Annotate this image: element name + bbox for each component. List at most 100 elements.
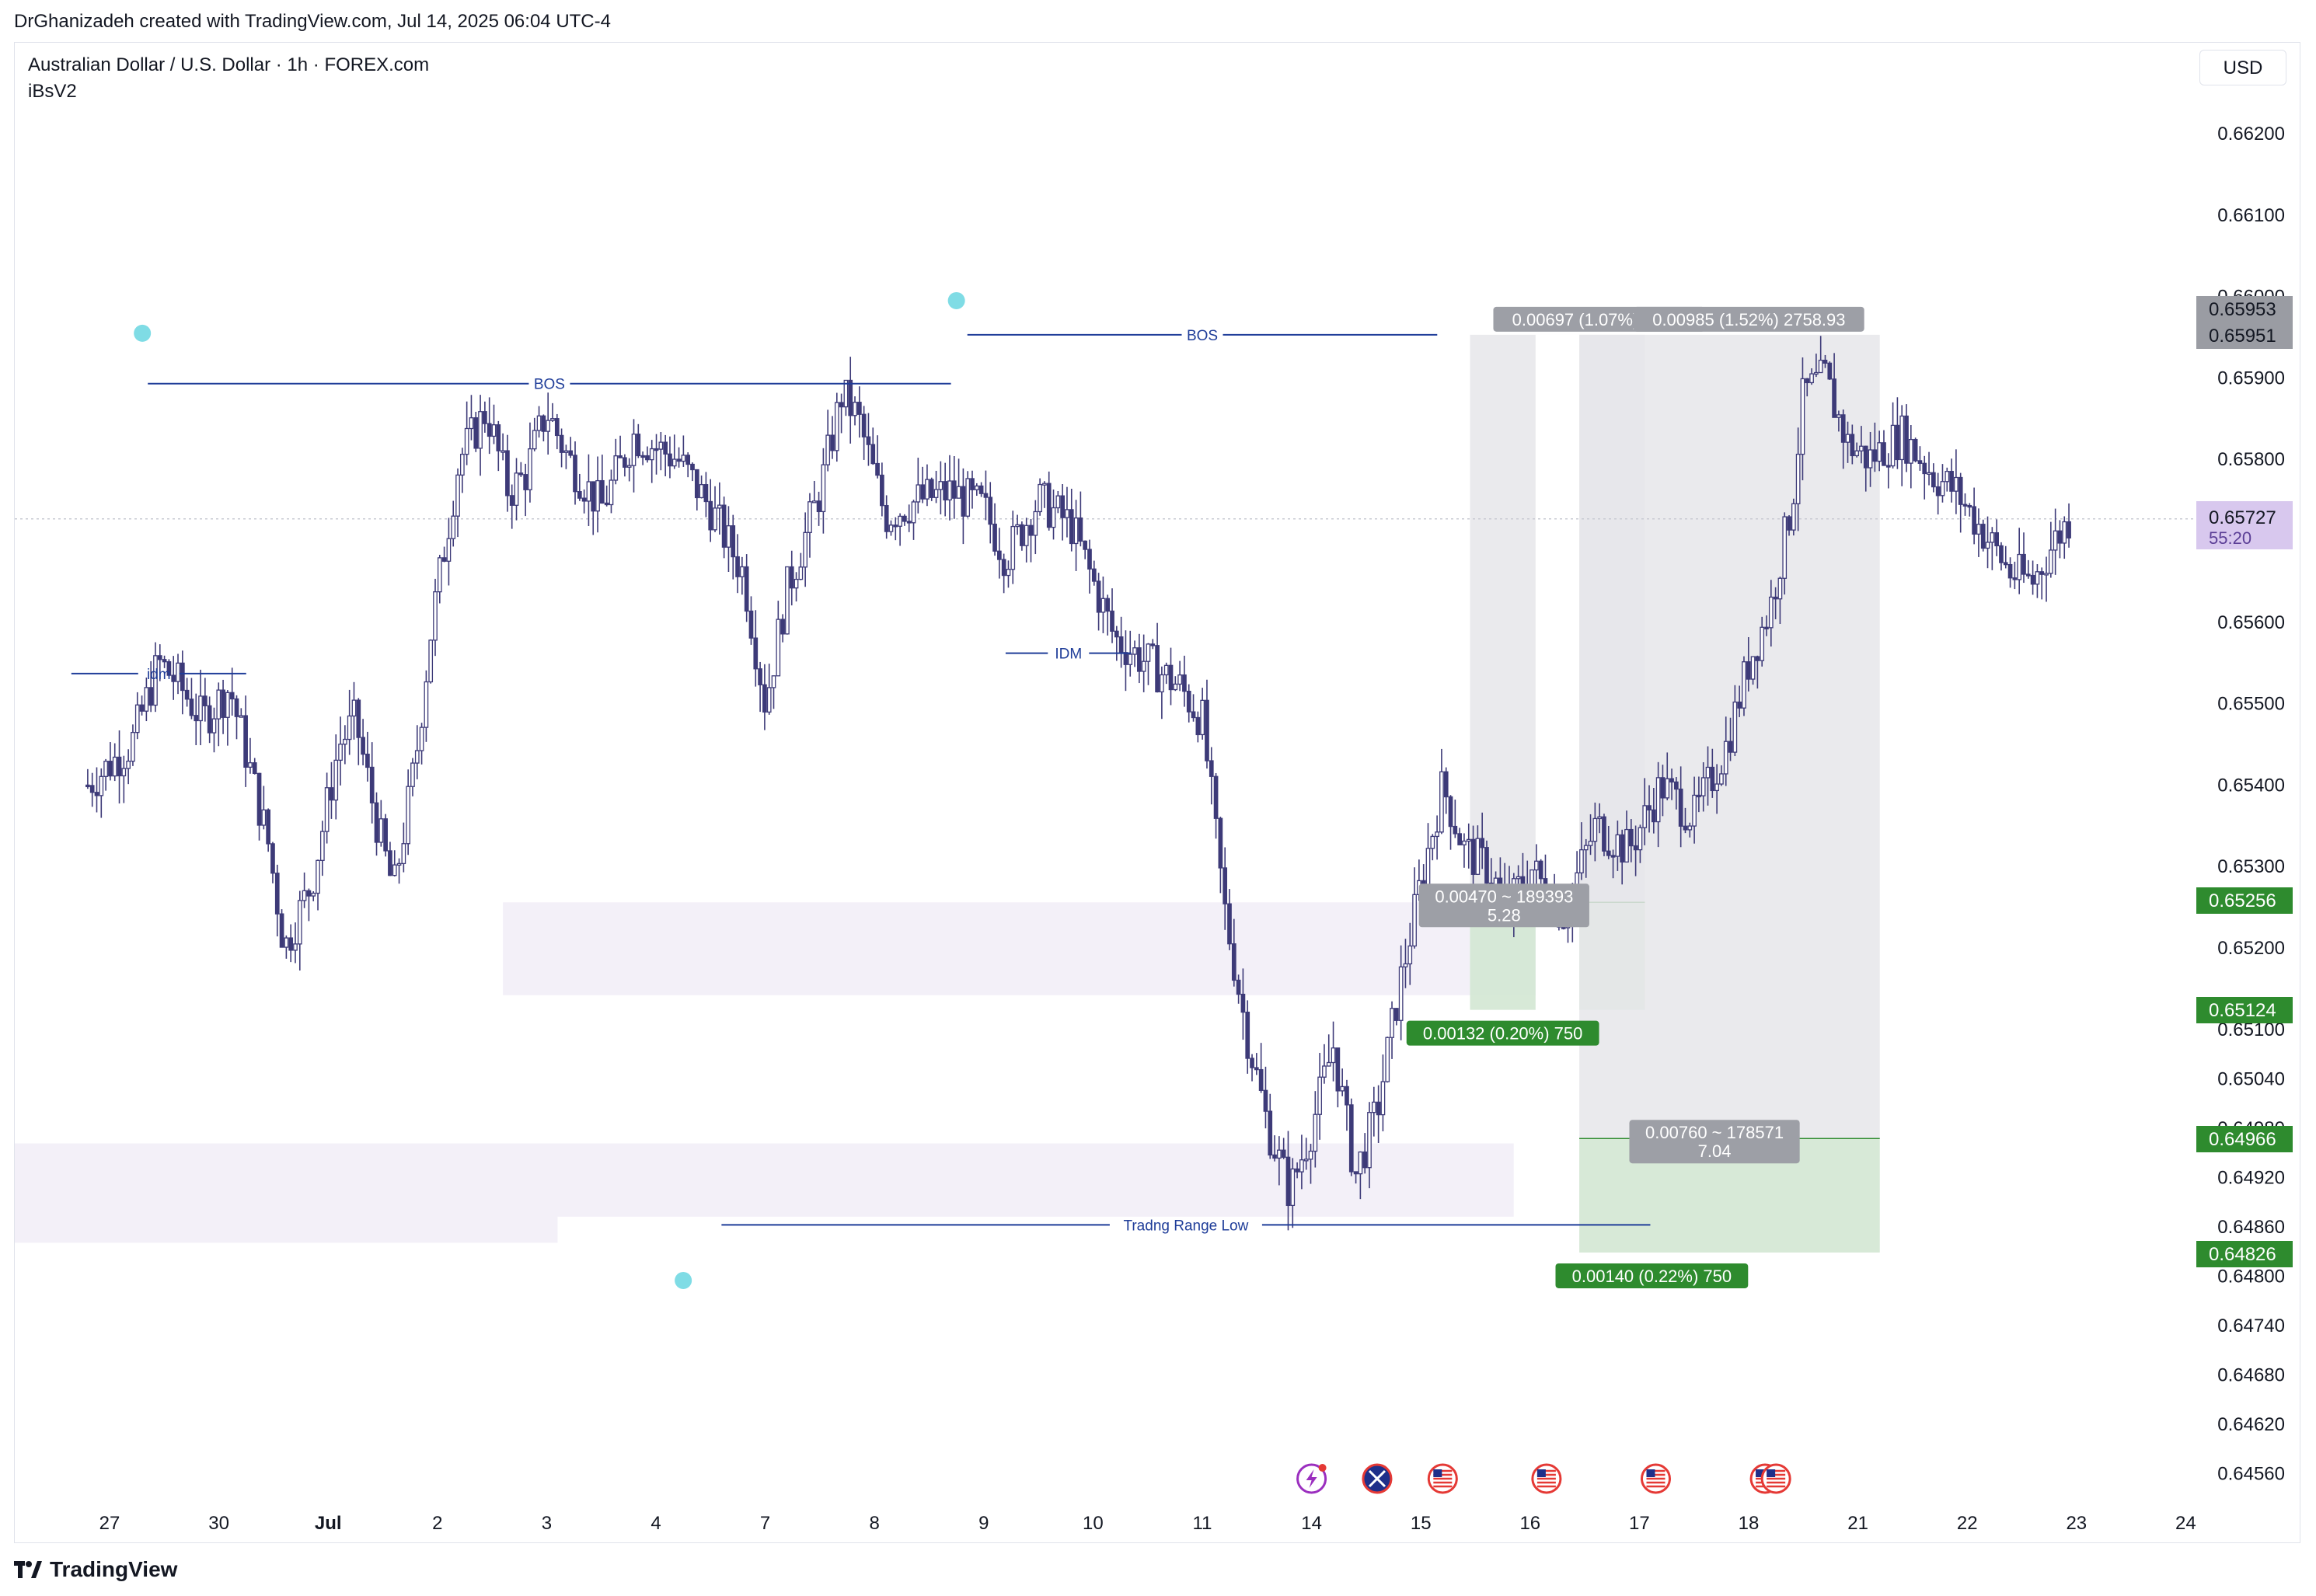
price-axis-label-text: 0.65951: [2209, 326, 2276, 347]
candle-body: [1742, 661, 1746, 709]
candle-body: [1303, 1159, 1309, 1162]
candle-body: [1854, 450, 1859, 457]
candle-body: [419, 727, 424, 751]
candle-body: [780, 619, 785, 635]
candle-body: [478, 411, 483, 449]
candle-body: [1674, 781, 1679, 790]
candle-body: [351, 699, 357, 717]
candle-body: [433, 591, 438, 641]
candle-body: [1024, 524, 1029, 546]
currency-button[interactable]: USD: [2199, 50, 2286, 85]
candle-body: [378, 818, 384, 843]
candle-body: [103, 761, 108, 777]
candle-body: [1155, 645, 1160, 693]
time-tick-label: 4: [651, 1513, 661, 1534]
candle-body: [1782, 516, 1788, 579]
price-axis-label-bg: [2196, 997, 2293, 1023]
candle-body: [1430, 835, 1435, 849]
candle-body: [518, 472, 524, 476]
candle-body: [559, 434, 564, 453]
candle-body: [483, 411, 487, 424]
candle-body: [1407, 945, 1413, 965]
candle-body: [266, 809, 271, 845]
position-stop-label: 0.00985 (1.52%) 2758.93: [1634, 306, 1864, 332]
candle-body: [1087, 549, 1092, 570]
price-tick-label: 0.65800: [2217, 449, 2285, 470]
candle-body: [189, 699, 194, 716]
price-axis-label: 0.64966: [2196, 1126, 2293, 1152]
candle-body: [1737, 701, 1742, 709]
candle-body: [148, 687, 154, 706]
candle-body: [1114, 630, 1119, 638]
candle-body: [487, 423, 492, 437]
price-axis-label-text: 0.65953: [2209, 299, 2276, 320]
candle-body: [992, 523, 997, 552]
candle-body: [898, 515, 902, 527]
position-center-label-bg: [1418, 883, 1589, 928]
flag-canton: [1767, 1469, 1776, 1477]
candle-body: [1845, 434, 1850, 443]
candle-body: [668, 453, 672, 467]
candle-body: [1687, 825, 1693, 831]
candle-body: [1205, 699, 1209, 761]
candle-body: [1999, 545, 2004, 563]
candle-body: [1588, 841, 1593, 846]
candle-body: [2039, 571, 2045, 575]
candle-body: [1700, 777, 1706, 796]
tradingview-logo[interactable]: TradingView: [14, 1557, 177, 1582]
candle-body: [1827, 362, 1833, 380]
candle-body: [2053, 530, 2058, 551]
candle-body: [2012, 577, 2018, 580]
price-tick-label: 0.65500: [2217, 694, 2285, 715]
candle-body: [771, 675, 776, 688]
candle-body: [1899, 415, 1905, 461]
candle-body: [1990, 532, 1995, 543]
candle-body: [1683, 825, 1688, 831]
position-target-label: 0.00132 (0.20%) 750: [1406, 1020, 1599, 1046]
candle-body: [374, 802, 379, 843]
pivot-dot: [947, 291, 965, 309]
candle-body: [1295, 1168, 1299, 1173]
candle-body: [166, 661, 172, 676]
symbol-title[interactable]: Australian Dollar / U.S. Dollar · 1h · F…: [28, 54, 430, 75]
candle-body: [1610, 855, 1616, 858]
candle-body: [1033, 511, 1038, 536]
candle-body: [464, 427, 469, 455]
candle-body: [288, 937, 294, 951]
candle-body: [1773, 596, 1778, 600]
candle-body: [1448, 796, 1453, 828]
candle-body: [996, 550, 1002, 560]
candle-body: [1791, 503, 1796, 531]
candle-body: [414, 750, 420, 764]
candle-body: [821, 464, 826, 513]
candle-body: [536, 415, 542, 431]
candle-body: [1958, 476, 1963, 505]
candle-body: [446, 538, 452, 562]
candle-body: [1719, 773, 1724, 785]
indicator-name[interactable]: iBsV2: [28, 81, 77, 102]
candle-body: [1728, 741, 1733, 753]
chart-frame[interactable]: [14, 42, 2300, 1543]
candle-body: [180, 662, 185, 692]
candle-body: [406, 786, 411, 845]
candle-body: [1985, 542, 1990, 549]
candle-body: [1705, 766, 1711, 779]
candle-body: [1137, 647, 1142, 672]
candle-body: [1277, 1149, 1282, 1159]
candle-body: [1223, 867, 1228, 904]
zone-layer: [15, 902, 1536, 1243]
price-axis-label-bg: [2196, 1126, 2293, 1152]
candle-body: [726, 525, 731, 548]
candle-body: [947, 480, 952, 500]
candle-body: [1290, 1168, 1296, 1207]
candle-body: [884, 504, 889, 532]
candle-body: [1764, 626, 1769, 629]
candle-body: [970, 478, 975, 490]
flag-stripe: [1368, 1469, 1386, 1488]
candle-body: [1100, 598, 1106, 613]
candle-body: [658, 441, 664, 450]
time-tick-label: 21: [1847, 1513, 1868, 1534]
candle-body: [748, 610, 754, 639]
